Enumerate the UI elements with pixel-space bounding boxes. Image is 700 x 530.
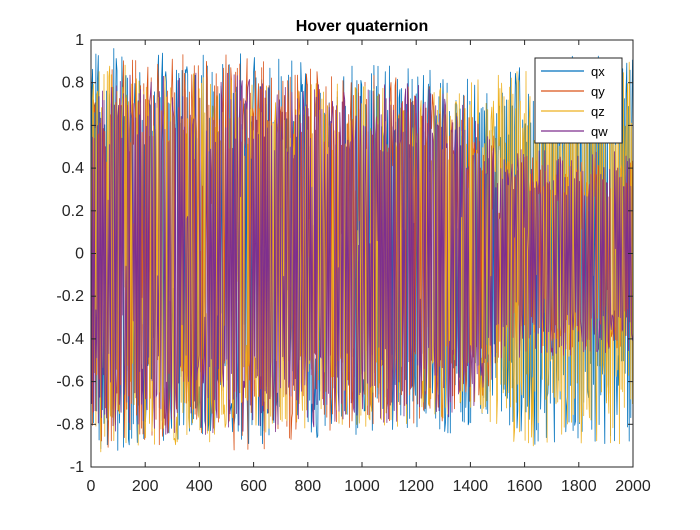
x-tick-label: 400 [186,478,213,495]
y-tick-label: 0.8 [62,75,84,92]
x-tick-label: 1800 [561,478,597,495]
x-tick-label: 1000 [344,478,380,495]
series-line-qz [90,60,633,453]
y-tick-label: -1 [70,459,84,476]
legend: qx qy qz qw [534,57,623,144]
y-tick-label: 0.2 [62,203,84,220]
x-tick-label: 1600 [507,478,543,495]
x-tick-label: 0 [87,478,96,495]
legend-label-qx: qx [591,64,605,79]
y-tick-label: 1 [75,32,84,49]
y-tick-label: -0.6 [56,374,84,391]
ticks-layer: 0 200 400 600 800 1000 1200 1400 1600 1800 2000 -1 -… [56,32,650,495]
y-tick-label: 0.4 [62,160,84,177]
x-tick-label: 800 [294,478,321,495]
legend-label-qz: qz [591,104,605,119]
y-tick-label: 0 [75,246,84,263]
legend-label-qw: qw [591,124,608,139]
y-tick-label: -0.4 [56,331,84,348]
x-tick-label: 200 [132,478,159,495]
series-line-qw [90,72,633,435]
x-tick-label: 1200 [398,478,434,495]
chart-title: Hover quaternion [296,18,428,35]
y-tick-label: -0.2 [56,288,84,305]
x-tick-label: 2000 [615,478,651,495]
legend-box [534,57,623,144]
legend-label-qy: qy [591,84,605,99]
y-tick-label: -0.8 [56,416,84,433]
y-tick-label: 0.6 [62,117,84,134]
x-tick-label: 1400 [453,478,489,495]
x-tick-label: 600 [240,478,267,495]
